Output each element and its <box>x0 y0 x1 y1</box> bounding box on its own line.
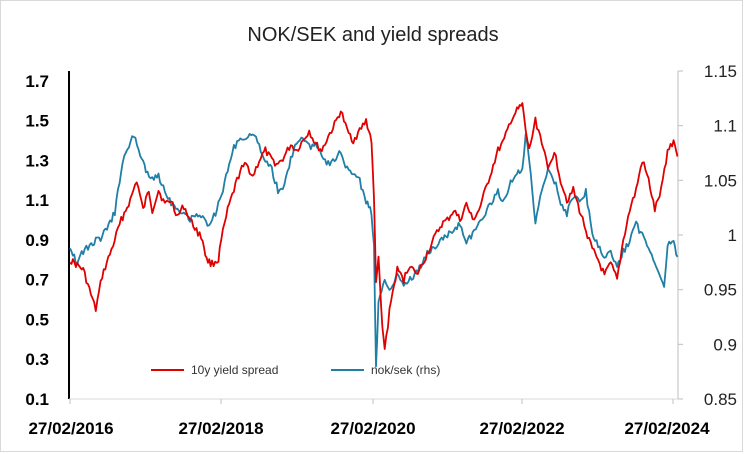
right-tick-label: 1 <box>728 226 737 245</box>
left-tick-label: 1.7 <box>25 72 49 91</box>
series-line-yield-spread <box>69 102 679 350</box>
series-layer <box>69 102 679 368</box>
right-tick-label: 0.9 <box>713 335 737 354</box>
right-tick-label: 1.05 <box>704 171 737 190</box>
left-tick-label: 1.1 <box>25 191 49 210</box>
x-tick-label: 27/02/2020 <box>330 419 415 438</box>
left-tick-label: 0.1 <box>25 390 49 409</box>
x-tick-label: 27/02/2016 <box>28 419 113 438</box>
legend: 10y yield spread nok/sek (rhs) <box>151 363 440 377</box>
legend-label: nok/sek (rhs) <box>371 363 440 377</box>
chart-title: NOK/SEK and yield spreads <box>247 24 498 46</box>
left-axis: 0.1 0.3 0.5 0.7 0.9 1.1 1.3 1.5 1.7 <box>25 71 70 409</box>
left-tick-label: 1.5 <box>25 112 49 131</box>
left-tick-label: 1.3 <box>25 151 49 170</box>
x-tick-label: 27/02/2022 <box>479 419 564 438</box>
x-axis: 27/02/2016 27/02/2018 27/02/2020 27/02/2022… <box>28 398 710 438</box>
left-tick-label: 0.5 <box>25 310 49 329</box>
right-tick-label: 0.85 <box>704 390 737 409</box>
legend-label: 10y yield spread <box>191 363 278 377</box>
right-tick-label: 1.15 <box>704 62 737 81</box>
x-tick-label: 27/02/2018 <box>178 419 263 438</box>
left-tick-label: 0.9 <box>25 231 49 250</box>
right-tick-label: 0.95 <box>704 281 737 300</box>
right-tick-label: 1.1 <box>713 117 737 136</box>
right-axis: 0.85 0.9 0.95 1 1.05 1.1 1.15 <box>677 62 737 409</box>
series-line-nok-sek <box>69 133 679 368</box>
left-tick-label: 0.3 <box>25 350 49 369</box>
x-tick-label: 27/02/2024 <box>624 419 710 438</box>
left-tick-label: 0.7 <box>25 271 49 290</box>
